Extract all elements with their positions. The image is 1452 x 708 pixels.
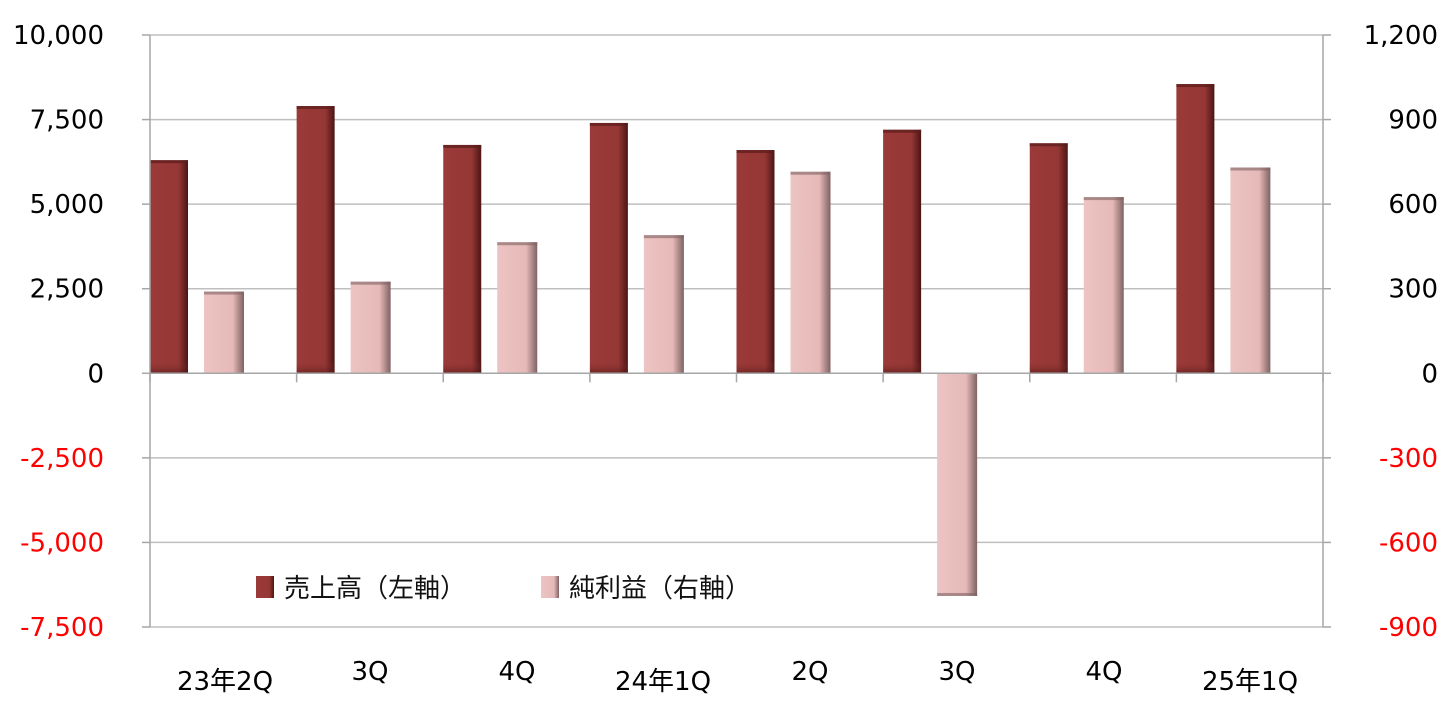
legend-swatch-profit (541, 576, 559, 598)
legend-swatch-sales (256, 576, 274, 598)
bar-sales-top (1176, 84, 1215, 88)
left-tick-label: -7,500 (20, 613, 104, 643)
bars (150, 84, 1271, 596)
left-tick-label: 10,000 (13, 21, 104, 51)
right-tick-label: -900 (1379, 613, 1438, 643)
bar-profit (204, 291, 244, 374)
bar-sales (1029, 143, 1068, 374)
right-tick-label: -600 (1379, 528, 1438, 558)
right-tick-label: 1,200 (1364, 21, 1438, 51)
bar-sales-top (443, 144, 482, 148)
bar-sales (296, 106, 335, 374)
axes (142, 34, 1331, 628)
bar-sales-base (589, 361, 628, 374)
legend-label-profit: 純利益（右軸） (569, 574, 751, 604)
bar-profit (937, 373, 978, 596)
bar-profit (790, 171, 831, 374)
left-tick-label: -2,500 (20, 444, 104, 474)
category-label: 2Q (791, 657, 828, 687)
bar-profit-cap (1083, 197, 1124, 201)
category-label: 24年1Q (615, 667, 711, 697)
category-label: 4Q (1085, 657, 1122, 687)
bar-sales-base (736, 361, 775, 374)
left-axis-ticks: 10,000 7,500 5,000 2,500 0 -2,500 -5,000 -7,500 (13, 21, 104, 643)
category-label: 23年2Q (177, 667, 273, 697)
bar-sales-top (1029, 143, 1068, 147)
bar-sales (443, 144, 482, 374)
left-tick-label: 0 (87, 359, 104, 389)
bar-profit-cap (937, 592, 978, 596)
right-tick-label: 0 (1421, 359, 1438, 389)
category-label: 25年1Q (1202, 667, 1298, 697)
right-axis-ticks: 1,200 900 600 300 0 -300 -600 -900 (1364, 21, 1438, 643)
bar-profit (643, 235, 684, 374)
category-label: 3Q (351, 657, 388, 687)
bar-sales (1176, 84, 1215, 374)
bar-profit (350, 281, 391, 374)
category-labels: 23年2Q 3Q 4Q 24年1Q 2Q 3Q 4Q 25年1Q (177, 657, 1298, 697)
bar-sales-top (883, 129, 922, 133)
bar-sales-top (296, 106, 335, 110)
bar-sales-top (589, 122, 628, 126)
bar-profit-cap (204, 291, 244, 295)
bar-sales-base (150, 361, 188, 374)
category-label: 4Q (498, 657, 535, 687)
bar-sales-base (296, 361, 335, 374)
bar-sales (150, 160, 188, 374)
right-tick-label: 300 (1388, 275, 1438, 305)
bar-sales-base (443, 361, 482, 374)
bar-profit (1083, 197, 1124, 374)
left-tick-label: 7,500 (30, 106, 104, 136)
left-tick-label: 2,500 (30, 275, 104, 305)
bar-sales (736, 150, 775, 374)
legend: 売上高（左軸） 純利益（右軸） (256, 574, 751, 604)
right-tick-label: 900 (1388, 106, 1438, 136)
right-tick-label: -300 (1379, 444, 1438, 474)
bar-sales-top (150, 160, 188, 164)
category-label: 3Q (938, 657, 975, 687)
legend-label-sales: 売上高（左軸） (284, 574, 466, 604)
bar-profit-cap (790, 171, 831, 175)
bar-profit-cap (497, 242, 538, 246)
bar-sales (883, 129, 922, 374)
left-tick-label: 5,000 (30, 190, 104, 220)
bar-sales (589, 122, 628, 374)
bar-profit-cap (643, 235, 684, 239)
bar-sales-base (1176, 361, 1215, 374)
bar-profit-cap (1230, 167, 1271, 171)
left-tick-label: -5,000 (20, 528, 104, 558)
bar-sales-base (1029, 361, 1068, 374)
bar-profit (1230, 167, 1271, 374)
bar-profit-cap (350, 281, 391, 285)
bar-sales-top (736, 150, 775, 154)
right-tick-label: 600 (1388, 190, 1438, 220)
bar-profit (497, 242, 538, 374)
bar-sales-base (883, 361, 922, 374)
